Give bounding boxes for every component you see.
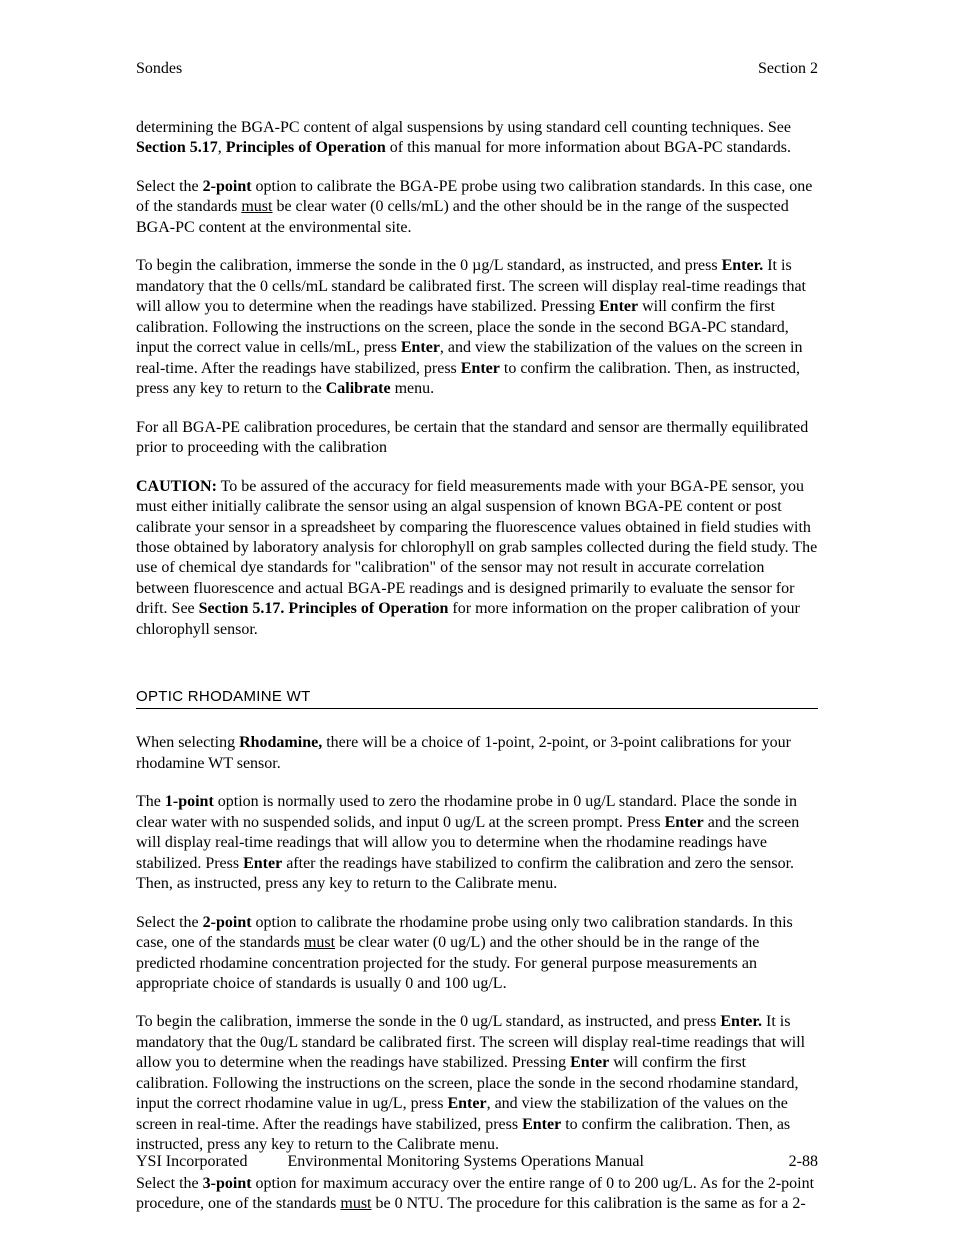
paragraph-3: To begin the calibration, immerse the so… <box>136 256 818 399</box>
bold-text: Section 5.17 <box>136 139 218 156</box>
text: To begin the calibration, immerse the so… <box>136 1013 720 1030</box>
page-footer: YSI Incorporated Environmental Monitorin… <box>136 1153 818 1171</box>
bold-text: Enter <box>665 814 704 831</box>
text: , <box>218 139 226 156</box>
section-heading: OPTIC RHODAMINE WT <box>136 688 818 709</box>
bold-text: Enter. <box>722 257 764 274</box>
bold-text: 1-point <box>165 793 214 810</box>
bold-text: Enter <box>461 360 500 377</box>
document-page: Sondes Section 2 determining the BGA-PC … <box>0 0 954 1235</box>
bold-text: Principles of Operation <box>226 139 386 156</box>
text: Select the <box>136 914 203 931</box>
footer-right: 2-88 <box>789 1153 818 1171</box>
header-right: Section 2 <box>758 60 818 78</box>
footer-left: YSI Incorporated <box>136 1153 248 1171</box>
text: of this manual for more information abou… <box>386 139 791 156</box>
bold-text: 2-point <box>203 914 252 931</box>
underline-text: must <box>304 934 335 951</box>
text: To begin the calibration, immerse the so… <box>136 257 722 274</box>
page-header: Sondes Section 2 <box>136 60 818 78</box>
underline-text: must <box>340 1195 371 1212</box>
bold-text: Enter <box>570 1054 609 1071</box>
text: When selecting <box>136 734 239 751</box>
text: Select the <box>136 1175 203 1192</box>
paragraph-5: CAUTION: To be assured of the accuracy f… <box>136 477 818 641</box>
underline-text: must <box>241 198 272 215</box>
bold-text: Enter <box>447 1095 486 1112</box>
paragraph-4: For all BGA-PE calibration procedures, b… <box>136 418 818 459</box>
bold-text: Enter <box>599 298 638 315</box>
bold-text: Calibrate <box>326 380 391 397</box>
bold-text: 2-point <box>203 178 252 195</box>
footer-center: Environmental Monitoring Systems Operati… <box>288 1153 789 1171</box>
paragraph-7: The 1-point option is normally used to z… <box>136 792 818 894</box>
paragraph-1: determining the BGA-PC content of algal … <box>136 118 818 159</box>
paragraph-9: To begin the calibration, immerse the so… <box>136 1012 818 1155</box>
bold-text: Enter <box>243 855 282 872</box>
header-left: Sondes <box>136 60 182 78</box>
bold-text: Enter <box>401 339 440 356</box>
paragraph-2: Select the 2-point option to calibrate t… <box>136 177 818 238</box>
bold-text: Rhodamine, <box>239 734 322 751</box>
text: The <box>136 793 165 810</box>
text: menu. <box>391 380 435 397</box>
paragraph-10: Select the 3-point option for maximum ac… <box>136 1174 818 1215</box>
text: Select the <box>136 178 203 195</box>
bold-text: Enter <box>522 1116 561 1133</box>
text: To be assured of the accuracy for field … <box>136 478 817 618</box>
paragraph-8: Select the 2-point option to calibrate t… <box>136 913 818 995</box>
bold-text: Section 5.17. Principles of Operation <box>199 600 449 617</box>
bold-text: 3-point <box>203 1175 252 1192</box>
paragraph-6: When selecting Rhodamine, there will be … <box>136 733 818 774</box>
bold-text: Enter. <box>720 1013 762 1030</box>
text: be 0 NTU. The procedure for this calibra… <box>372 1195 806 1212</box>
bold-text: CAUTION: <box>136 478 217 495</box>
text: determining the BGA-PC content of algal … <box>136 119 791 136</box>
